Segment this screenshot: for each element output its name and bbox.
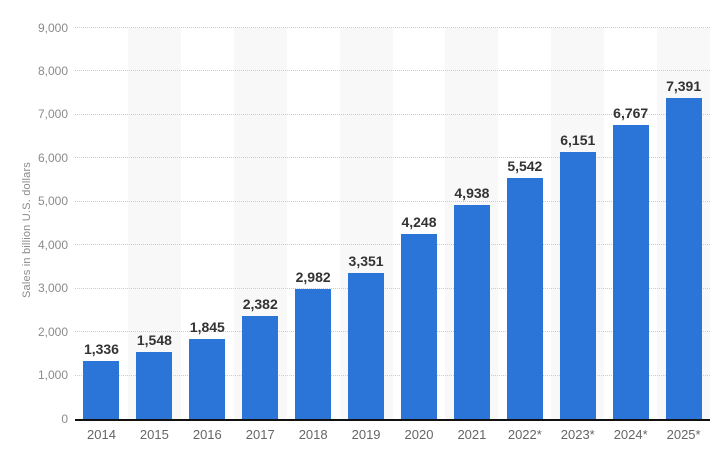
bar-value-label: 3,351 (348, 253, 384, 270)
column-2021: 4,938 (445, 28, 499, 419)
x-tick-label: 2023* (560, 427, 595, 442)
bar-value-label: 4,248 (401, 214, 437, 231)
column-2020: 4,248 (393, 28, 446, 419)
x-tick-label: 2022* (507, 427, 542, 442)
x-tick-label: 2024* (613, 427, 648, 442)
y-tick-label: 9,000 (37, 20, 68, 35)
column-2015: 1,548 (127, 28, 181, 419)
gridline (75, 287, 710, 289)
bar-value-label: 1,548 (136, 331, 172, 348)
x-tick-label: 2021 (457, 427, 487, 442)
gridline (75, 70, 710, 72)
bar-2019[interactable] (348, 273, 385, 419)
column-2018: 2,982 (287, 28, 340, 419)
bar-value-label: 1,336 (83, 341, 119, 357)
bar-value-label: 7,391 (666, 77, 702, 94)
bar-value-label: 6,151 (560, 131, 596, 148)
bar-2021[interactable] (453, 204, 490, 419)
gridline (75, 244, 710, 246)
column-2016: 1,845 (181, 28, 234, 419)
y-tick-label: 2,000 (37, 324, 68, 339)
x-tick-label: 2015 (139, 427, 169, 442)
y-tick-label: 5,000 (37, 194, 68, 209)
y-tick-label: 8,000 (37, 63, 68, 78)
bar-2014[interactable] (83, 361, 120, 419)
bar-value-label: 2,982 (295, 269, 331, 286)
x-tick-label: 2018 (298, 427, 328, 442)
bar-2025[interactable] (665, 97, 702, 419)
gridline (75, 113, 710, 115)
column-2019: 3,351 (339, 28, 393, 419)
bar-2018[interactable] (295, 289, 332, 419)
y-tick-label: 1,000 (37, 368, 68, 383)
y-tick-label: 4,000 (37, 237, 68, 252)
bar-2017[interactable] (242, 315, 279, 419)
x-tick-label: 2016 (192, 427, 222, 442)
bar-2020[interactable] (400, 234, 437, 419)
bar-2022[interactable] (506, 178, 543, 419)
column-2017: 2,382 (233, 28, 287, 419)
y-tick-label: 6,000 (37, 150, 68, 165)
y-tick-label: 0 (61, 411, 68, 426)
x-tick-label: 2017 (245, 427, 275, 442)
plot-area: 1,336 1,548 1,845 2,382 2,982 3,351 4,248 4,938… (75, 27, 711, 421)
y-tick-label: 3,000 (37, 281, 68, 296)
y-axis-title: Sales in billion U.S. dollars (21, 161, 33, 299)
x-tick-label: 2020 (404, 427, 434, 442)
bar-value-label: 2,382 (242, 295, 278, 312)
bar-2023[interactable] (559, 151, 596, 419)
column-2025: 7,391 (657, 28, 711, 419)
gridline (75, 157, 710, 159)
bar-value-label: 6,767 (613, 105, 649, 121)
gridline (75, 374, 710, 376)
column-2022: 5,542 (498, 28, 551, 419)
x-axis-labels: 2014 2015 2016 2017 2018 2019 2020 2021 2022* 202… (75, 427, 710, 442)
gridline (75, 331, 710, 333)
gridline (75, 200, 710, 202)
gridline (75, 27, 710, 28)
bar-value-label: 1,845 (189, 318, 225, 335)
x-tick-label: 2025* (666, 427, 701, 442)
column-2023: 6,151 (551, 28, 605, 419)
column-2024: 6,767 (604, 28, 657, 419)
bar-2015[interactable] (136, 351, 173, 419)
bar-2024[interactable] (612, 125, 649, 419)
x-tick-label: 2014 (87, 427, 116, 442)
column-2014: 1,336 (75, 28, 128, 419)
bar-2016[interactable] (189, 338, 226, 419)
y-tick-label: 7,000 (37, 107, 68, 122)
x-tick-label: 2019 (351, 427, 381, 442)
bar-value-label: 5,542 (507, 158, 543, 175)
bar-value-label: 4,938 (454, 184, 490, 201)
